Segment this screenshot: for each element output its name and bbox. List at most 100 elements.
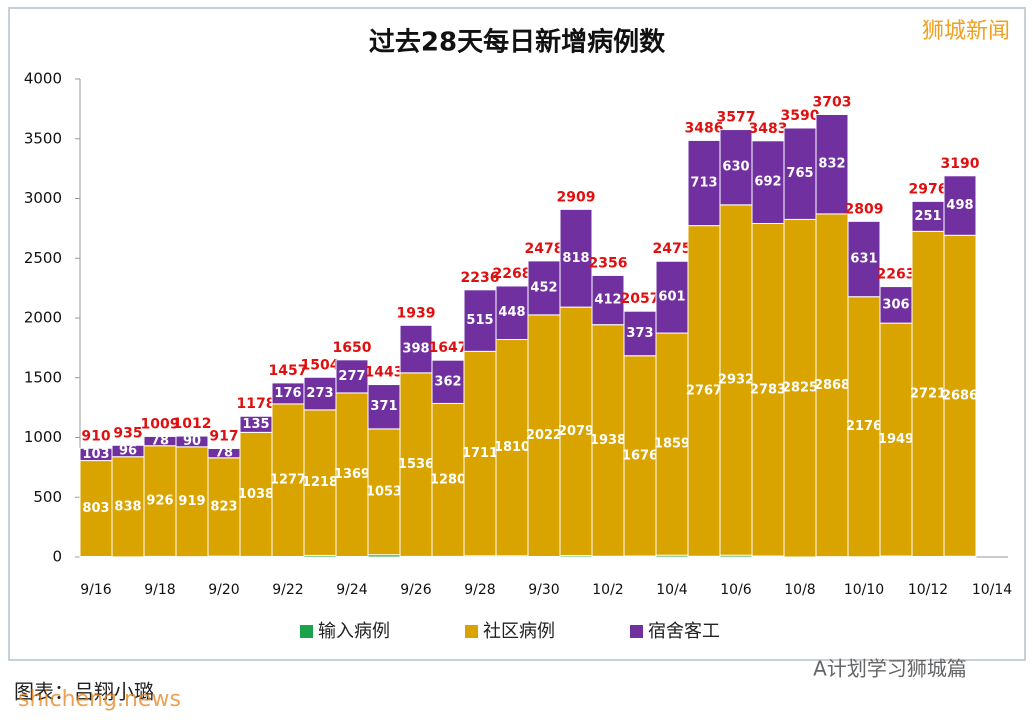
y-tick-label: 1000	[24, 428, 62, 446]
chart-title: 过去28天每日新增病例数	[369, 27, 666, 58]
data-label: 2686	[942, 388, 978, 403]
data-label: 823	[210, 499, 237, 514]
data-label: 692	[754, 175, 781, 190]
total-label: 1939	[397, 305, 436, 321]
data-label: 1676	[622, 448, 658, 463]
data-label: 1859	[654, 437, 690, 452]
x-tick-label: 10/4	[656, 582, 688, 598]
x-tick-label: 9/20	[208, 582, 239, 598]
data-label: 765	[786, 166, 813, 181]
total-label: 1650	[333, 340, 372, 356]
data-label: 498	[946, 198, 973, 213]
x-tick-label: 9/22	[272, 582, 303, 598]
data-label: 832	[818, 157, 845, 172]
total-label: 2809	[845, 201, 884, 217]
data-label: 306	[882, 297, 909, 312]
data-label: 838	[114, 499, 141, 514]
total-label: 2356	[589, 255, 628, 271]
total-label: 3703	[813, 94, 852, 110]
x-tick-label: 9/16	[80, 582, 112, 598]
data-label: 362	[434, 374, 461, 389]
data-label: 2721	[910, 386, 946, 401]
data-label: 1810	[494, 440, 530, 455]
data-label: 1938	[590, 433, 626, 448]
data-label: 452	[530, 280, 557, 295]
data-label: 2176	[846, 419, 882, 434]
x-tick-label: 10/6	[720, 582, 752, 598]
x-tick-label: 9/30	[528, 582, 559, 598]
data-label: 919	[178, 494, 205, 509]
data-label: 277	[338, 369, 365, 384]
data-label: 2868	[814, 378, 850, 393]
total-label: 910	[81, 428, 110, 444]
y-tick-label: 2000	[24, 309, 62, 327]
data-label: 1949	[878, 432, 914, 447]
y-tick-label: 2500	[24, 249, 62, 267]
legend-swatch	[300, 625, 313, 638]
data-label: 803	[82, 501, 109, 516]
y-tick-label: 3500	[24, 129, 62, 147]
total-label: 2268	[493, 266, 532, 282]
total-label: 2976	[909, 181, 948, 197]
data-label: 1369	[334, 467, 370, 482]
data-label: 1536	[398, 457, 434, 472]
data-label: 78	[151, 434, 169, 449]
data-label: 601	[658, 290, 685, 305]
x-tick-label: 10/8	[784, 582, 815, 598]
data-label: 2767	[686, 383, 722, 398]
y-tick-label: 500	[33, 488, 62, 506]
data-label: 2022	[526, 428, 562, 443]
total-label: 1012	[173, 416, 212, 432]
x-tick-label: 10/10	[844, 582, 884, 598]
total-label: 935	[113, 425, 142, 441]
y-tick-label: 1500	[24, 368, 62, 386]
total-label: 2057	[621, 291, 660, 307]
legend-label: 宿舍客工	[648, 621, 720, 642]
data-label: 1711	[462, 446, 498, 461]
total-label: 2909	[557, 189, 596, 205]
total-label: 917	[209, 428, 238, 444]
data-label: 412	[594, 293, 621, 308]
data-label: 398	[402, 342, 429, 357]
total-label: 2478	[525, 241, 564, 257]
data-label: 78	[215, 446, 233, 461]
data-label: 90	[183, 434, 201, 449]
x-tick-label: 10/2	[592, 582, 623, 598]
data-label: 103	[82, 447, 109, 462]
legend-swatch	[630, 625, 643, 638]
x-tick-label: 9/28	[464, 582, 495, 598]
data-label: 630	[722, 160, 749, 175]
watermark: A计划学习狮城篇	[813, 657, 967, 681]
data-label: 135	[242, 417, 269, 432]
x-tick-label: 10/14	[972, 582, 1012, 598]
data-label: 371	[370, 399, 397, 414]
watermark: 狮城新闻	[922, 19, 1010, 44]
data-label: 1053	[366, 484, 402, 499]
x-tick-label: 9/26	[400, 582, 432, 598]
watermark: shicheng.news	[18, 687, 181, 712]
data-label: 176	[274, 386, 301, 401]
x-tick-label: 10/12	[908, 582, 948, 598]
total-label: 1443	[365, 365, 404, 381]
data-label: 2932	[718, 373, 754, 388]
data-label: 373	[626, 326, 653, 341]
data-label: 631	[850, 252, 877, 267]
data-label: 96	[119, 444, 137, 459]
y-tick-label: 4000	[24, 70, 62, 88]
data-label: 515	[466, 313, 493, 328]
data-label: 713	[690, 176, 717, 191]
total-label: 3190	[941, 156, 980, 172]
y-tick-label: 0	[52, 548, 62, 566]
data-label: 2783	[750, 382, 786, 397]
data-label: 273	[306, 386, 333, 401]
total-label: 1504	[301, 357, 340, 373]
x-tick-label: 9/24	[336, 582, 368, 598]
data-label: 926	[146, 494, 173, 509]
total-label: 2263	[877, 267, 916, 283]
data-label: 2079	[558, 424, 594, 439]
data-label: 2825	[782, 381, 818, 396]
data-label: 818	[562, 251, 589, 266]
legend-swatch	[465, 625, 478, 638]
data-label: 1277	[270, 473, 306, 488]
